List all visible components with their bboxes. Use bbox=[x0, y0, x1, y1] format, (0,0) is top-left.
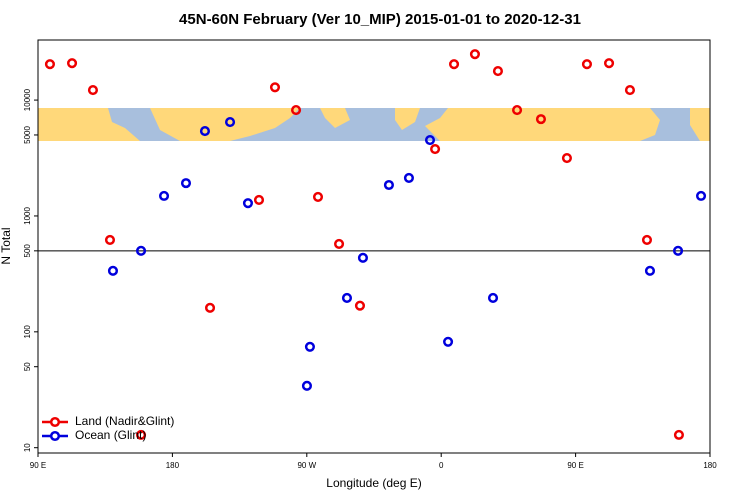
point bbox=[604, 58, 615, 69]
point bbox=[107, 265, 119, 276]
point bbox=[535, 114, 547, 125]
point bbox=[443, 336, 454, 347]
plot-frame bbox=[37, 39, 711, 454]
point bbox=[135, 245, 147, 256]
point bbox=[44, 59, 55, 70]
y-tick-label: 5000 bbox=[23, 126, 32, 144]
y-tick-label: 10 bbox=[23, 443, 32, 452]
point bbox=[290, 105, 302, 116]
point bbox=[87, 85, 99, 96]
point bbox=[301, 380, 312, 391]
point bbox=[357, 252, 368, 263]
y-tick-label: 1000 bbox=[23, 207, 32, 225]
point bbox=[180, 178, 192, 189]
y-tick-label: 50 bbox=[23, 362, 32, 371]
y-tick-label: 10000 bbox=[23, 88, 32, 111]
point bbox=[224, 117, 236, 128]
x-tick-label: 90 E bbox=[567, 461, 583, 470]
point bbox=[673, 429, 684, 440]
point bbox=[204, 302, 216, 313]
x-tick-label: 180 bbox=[703, 461, 717, 470]
point bbox=[624, 85, 636, 96]
point bbox=[644, 265, 656, 276]
legend-marker bbox=[49, 430, 61, 442]
point bbox=[383, 179, 394, 191]
point bbox=[672, 245, 684, 256]
x-tick-label: 90 E bbox=[30, 461, 46, 470]
point bbox=[354, 300, 366, 311]
point bbox=[253, 194, 265, 206]
point bbox=[487, 292, 499, 304]
point bbox=[430, 143, 441, 155]
point bbox=[334, 238, 345, 249]
point bbox=[492, 66, 503, 77]
y-axis-label: N Total bbox=[0, 227, 13, 264]
point bbox=[158, 190, 170, 201]
point bbox=[341, 292, 353, 304]
point bbox=[66, 58, 78, 69]
point bbox=[269, 82, 281, 93]
map-strip bbox=[38, 108, 710, 141]
point bbox=[104, 234, 116, 245]
legend-label: Land (Nadir&Glint) bbox=[75, 414, 174, 428]
point bbox=[403, 172, 414, 183]
x-tick-label: 180 bbox=[166, 461, 180, 470]
x-axis-label: Longitude (deg E) bbox=[326, 476, 421, 490]
point bbox=[448, 59, 460, 70]
x-tick-label: 90 W bbox=[297, 461, 316, 470]
point bbox=[424, 134, 436, 146]
point bbox=[312, 191, 324, 202]
chart-title: 45N-60N February (Ver 10_MIP) 2015-01-01… bbox=[179, 11, 581, 28]
x-tick-label: 0 bbox=[439, 461, 444, 470]
point bbox=[242, 198, 254, 209]
point bbox=[199, 126, 211, 137]
point bbox=[135, 429, 147, 440]
point bbox=[512, 105, 523, 116]
point bbox=[561, 153, 572, 164]
point bbox=[695, 190, 707, 201]
y-tick-label: 500 bbox=[23, 244, 32, 258]
point bbox=[469, 49, 480, 60]
point bbox=[304, 341, 315, 352]
legend-marker bbox=[49, 416, 61, 428]
legend-label: Ocean (Glint) bbox=[75, 428, 146, 442]
y-tick-label: 100 bbox=[23, 325, 32, 339]
point bbox=[641, 234, 653, 245]
point bbox=[581, 59, 592, 70]
